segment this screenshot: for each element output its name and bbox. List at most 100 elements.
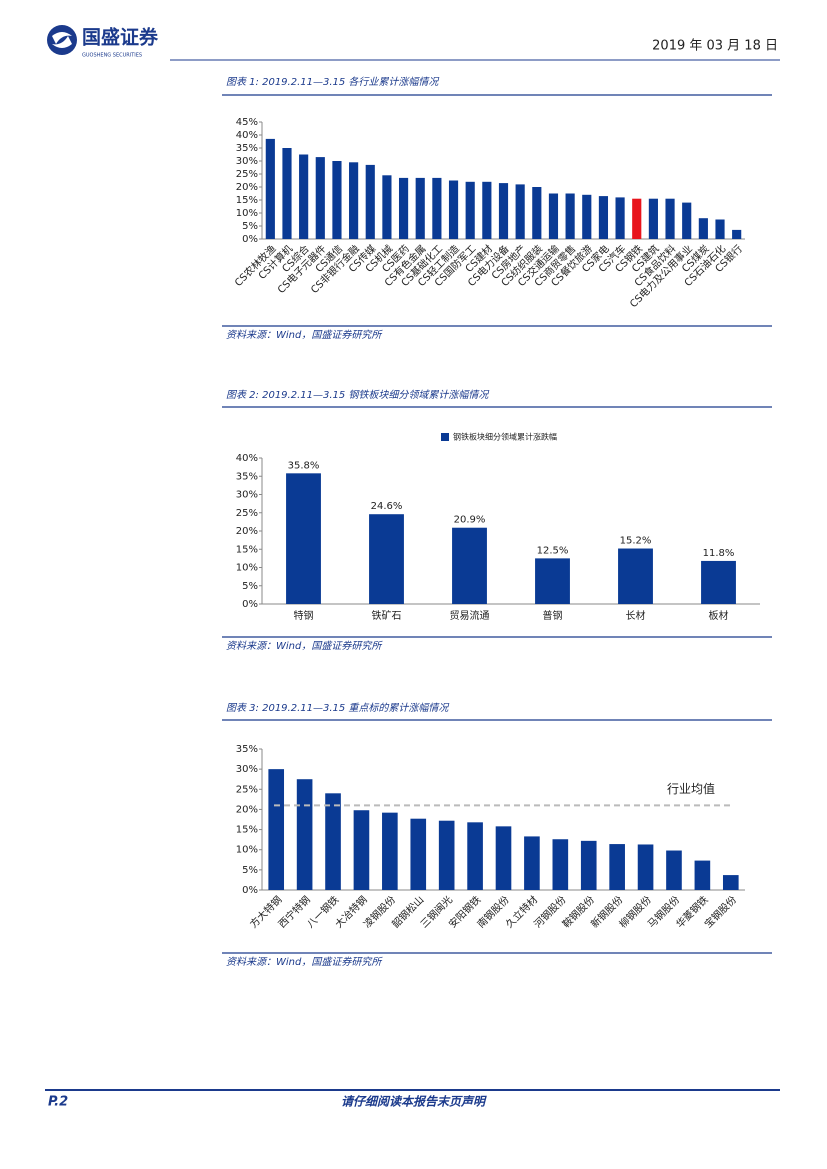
bar [515,184,525,239]
bar [722,875,739,890]
bar [598,196,609,239]
value-label: 20.9% [454,515,486,526]
bar [382,175,392,239]
bar [524,836,540,890]
y-tick-label: 40% [236,453,258,464]
bar [369,514,404,604]
source: 资料来源：Wind，国盛证券研究所 [226,640,383,652]
bar [637,844,654,890]
bar [432,177,442,239]
legend-label: 钢铁板块细分领域累计涨跌幅 [453,432,557,442]
x-tick-label: 特钢 [294,609,314,622]
bar [315,157,325,239]
bar [648,198,658,239]
y-tick-label: 10% [236,563,258,574]
bar [582,194,592,239]
bar [410,818,427,890]
bar [438,820,455,890]
y-tick-label: 30% [236,764,258,775]
logo-icon [47,25,77,55]
bar [467,822,483,890]
bar [398,177,409,239]
page-number: P.2 [48,1095,68,1110]
y-tick-label: 35% [236,471,258,482]
bar [694,860,711,890]
x-tick-label: 宝钢股份 [702,893,739,930]
bar [498,183,509,239]
value-label: 35.8% [288,460,320,471]
footer-notice: 请仔细阅读本报告末页声明 [341,1095,487,1109]
bar [325,793,341,890]
bar [701,560,736,604]
bar [465,181,475,239]
y-tick-label: 30% [236,490,258,501]
y-tick-label: 15% [236,544,258,555]
bar [548,193,559,239]
figure-caption: 图表 1: 2019.2.11—3.15 各行业累计涨幅情况 [226,76,439,88]
bar [268,769,285,890]
x-tick-label: 长材 [626,609,646,622]
legend-swatch [441,433,449,441]
bar [299,154,309,239]
bar [353,810,370,890]
y-tick-label: 40% [236,130,258,141]
bar [452,527,487,604]
y-tick-label: 0% [242,885,258,896]
bar [495,826,512,890]
y-tick-label: 25% [236,169,258,180]
bar [286,473,321,604]
value-label: 11.8% [703,548,735,559]
bar [732,229,742,239]
bar [332,161,342,239]
bar [632,198,642,239]
value-label: 12.5% [537,545,569,556]
y-tick-label: 10% [236,208,258,219]
bar [665,198,675,239]
bar [618,548,653,604]
bar [552,839,569,890]
reference-label: 行业均值 [667,781,715,796]
y-tick-label: 25% [236,508,258,519]
bar [415,177,425,239]
y-tick-label: 15% [236,825,258,836]
source: 资料来源：Wind，国盛证券研究所 [226,329,383,341]
y-tick-label: 45% [236,117,258,128]
date: 2019 年 03 月 18 日 [652,39,778,54]
y-tick-label: 5% [242,865,258,876]
bar [715,219,725,239]
y-tick-label: 10% [236,845,258,856]
x-tick-label: 普钢 [543,609,563,622]
logo-sub: GUOSHENG SECURITIES [82,53,142,59]
source: 资料来源：Wind，国盛证券研究所 [226,956,383,968]
y-tick-label: 20% [236,182,258,193]
bar [609,844,625,890]
y-tick-label: 20% [236,526,258,537]
x-tick-label: 板材 [709,609,729,622]
y-tick-label: 35% [236,143,258,154]
y-tick-label: 15% [236,195,258,206]
bar [666,850,682,890]
logo-text: 国盛证券 [82,26,159,49]
bar [365,164,375,239]
bar [580,840,597,890]
y-tick-label: 0% [242,234,258,245]
x-tick-label: 贸易流通 [450,609,490,622]
bar [296,779,313,890]
value-label: 15.2% [620,536,652,547]
bar [265,138,275,239]
y-tick-label: 5% [242,581,258,592]
figure-caption: 图表 3: 2019.2.11—3.15 重点标的累计涨幅情况 [226,702,449,714]
y-tick-label: 25% [236,784,258,795]
bar [448,180,459,239]
y-tick-label: 5% [242,221,258,232]
bar [565,193,575,239]
bar [682,202,692,239]
bar [482,181,492,239]
value-label: 24.6% [371,501,403,512]
y-tick-label: 30% [236,156,258,167]
y-tick-label: 35% [236,744,258,755]
y-tick-label: 0% [242,599,258,610]
y-tick-label: 20% [236,804,258,815]
bar [615,197,625,239]
